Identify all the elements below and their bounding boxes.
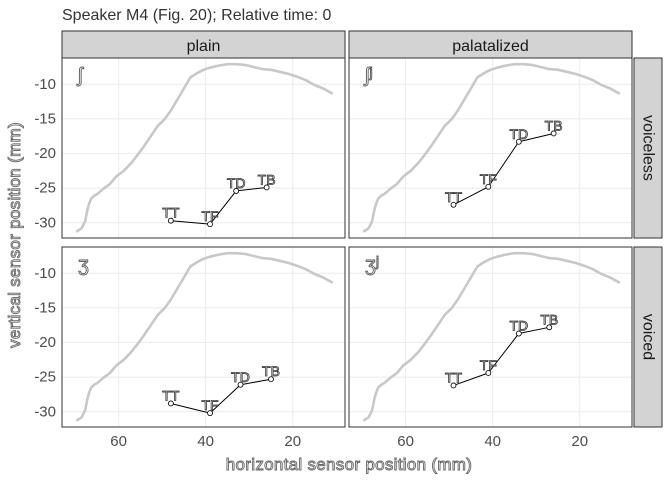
phoneme-label: ʃ — [76, 65, 84, 87]
sensor-label-TT: TT — [162, 205, 180, 221]
panel-border — [61, 246, 346, 428]
panel-background — [62, 58, 345, 238]
panel-background — [349, 247, 632, 427]
facet-strip-label-voiceless: voiceless — [640, 115, 657, 181]
sensor-label-TT: TT — [162, 387, 180, 403]
sensor-label-TD: TD — [509, 126, 528, 142]
tongue-segment — [170, 402, 211, 414]
y-tick-label: -30 — [34, 403, 56, 420]
sensor-point-TT — [450, 201, 457, 208]
y-tick-label: -15 — [34, 299, 56, 316]
sensor-point-TF — [207, 410, 213, 417]
sensor-point-TD — [515, 330, 522, 337]
sensor-point-TT — [450, 382, 457, 389]
facet-strip-palatalized — [348, 30, 633, 59]
y-tick-label: -25 — [34, 180, 56, 197]
x-tick-label: 20 — [284, 433, 301, 450]
sensor-label-TF: TF — [201, 208, 218, 224]
sensor-point-TD — [515, 138, 522, 145]
panel-0-1: TT TF TD TB ʃʲ — [348, 57, 633, 239]
x-axis-label: horizontal sensor position (mm) — [226, 455, 472, 474]
sensor-point-TF — [485, 370, 492, 376]
panel-background — [62, 247, 345, 427]
x-tick-label: 40 — [197, 433, 214, 450]
sensor-label-TD: TD — [231, 369, 250, 385]
panel-0-0: TT TF TD TB ʃ — [61, 57, 346, 239]
palate-trace — [362, 62, 621, 233]
panel-border — [61, 57, 346, 239]
sensor-label-TT: TT — [445, 369, 463, 385]
panel-1-1: TT TF TD TB ʒʲ — [348, 246, 633, 428]
phoneme-label: ʃʲ — [363, 65, 373, 87]
sensor-point-TF — [485, 183, 492, 190]
tongue-segment — [487, 333, 520, 374]
tongue-segment — [453, 186, 489, 206]
sensor-label-TF: TF — [480, 171, 497, 187]
panel-background — [349, 58, 632, 238]
x-tick-label: 20 — [571, 433, 588, 450]
phoneme-label: ʒʲ — [365, 254, 379, 276]
sensor-label-TF: TF — [480, 357, 497, 373]
sensor-label-TD: TD — [509, 318, 528, 334]
sensor-label-TB: TB — [545, 117, 563, 133]
tongue-segment — [209, 384, 241, 414]
palate-trace — [75, 62, 334, 233]
facet-strip-voiced — [633, 246, 663, 428]
tongue-segment — [487, 141, 520, 188]
palate-trace — [75, 251, 334, 422]
palate-trace — [362, 251, 621, 422]
facet-strip-label-plain: plain — [187, 38, 221, 55]
facet-strip-plain — [61, 30, 346, 59]
tongue-segment — [170, 220, 211, 225]
sensor-label-TB: TB — [540, 311, 558, 327]
sensor-point-TD — [233, 188, 240, 194]
sensor-label-TB: TB — [262, 363, 280, 379]
y-axis-label: vertical sensor position (mm) — [5, 122, 24, 348]
panel-border — [348, 57, 633, 239]
x-tick-label: 60 — [397, 433, 414, 450]
sensor-point-TB — [263, 184, 270, 191]
y-tick-label: -15 — [34, 110, 56, 127]
tongue-segment — [209, 190, 237, 225]
panel-border — [348, 246, 633, 428]
y-tick-label: -10 — [34, 265, 56, 282]
facet-strip-label-palatalized: palatalized — [452, 38, 529, 55]
tongue-segment — [518, 326, 550, 335]
phoneme-label: ʒ — [78, 254, 89, 276]
sensor-point-TB — [550, 130, 557, 137]
sensor-label-TB: TB — [258, 171, 276, 187]
tongue-segment — [240, 378, 272, 386]
y-tick-label: -30 — [34, 214, 56, 231]
x-tick-label: 60 — [110, 433, 127, 450]
tongue-segment — [453, 372, 489, 386]
y-tick-label: -25 — [34, 369, 56, 386]
sensor-label-TT: TT — [445, 189, 463, 205]
y-tick-label: -10 — [34, 76, 56, 93]
tongue-segment — [236, 186, 267, 192]
sensor-point-TB — [546, 324, 553, 331]
sensor-point-TD — [237, 381, 244, 388]
facet-strip-label-voiced: voiced — [640, 314, 657, 360]
y-tick-label: -20 — [34, 334, 56, 351]
y-tick-label: -20 — [34, 145, 56, 162]
sensor-point-TT — [167, 400, 174, 407]
chart-title: Speaker M4 (Fig. 20); Relative time: 0 — [62, 7, 332, 24]
sensor-point-TF — [207, 221, 213, 228]
sensor-point-TT — [167, 217, 174, 224]
tongue-segment — [518, 132, 554, 143]
sensor-label-TF: TF — [201, 397, 218, 413]
facet-strip-voiceless — [633, 57, 663, 239]
sensor-label-TD: TD — [227, 175, 246, 191]
sensor-point-TB — [268, 376, 274, 383]
x-tick-label: 40 — [484, 433, 501, 450]
panel-1-0: TT TF TD TB ʒ — [61, 246, 346, 428]
